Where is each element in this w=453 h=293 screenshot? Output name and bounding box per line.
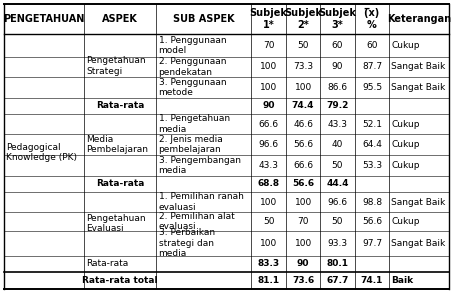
Text: 74.1: 74.1 [361, 276, 383, 285]
Text: 98.8: 98.8 [362, 197, 382, 207]
Text: Pedagogical
Knowledge (PK): Pedagogical Knowledge (PK) [6, 143, 77, 163]
Text: 60: 60 [366, 41, 378, 50]
Text: PENGETAHUAN: PENGETAHUAN [3, 14, 85, 24]
Text: 100: 100 [294, 83, 312, 92]
Text: 40: 40 [332, 140, 343, 149]
Text: 52.1: 52.1 [362, 120, 382, 129]
Text: 50: 50 [332, 161, 343, 170]
Text: 100: 100 [260, 83, 277, 92]
Text: 2. Pemilihan alat
evaluasi: 2. Pemilihan alat evaluasi [159, 212, 234, 231]
Text: 53.3: 53.3 [362, 161, 382, 170]
Text: Subjek
1*: Subjek 1* [250, 8, 288, 30]
Text: 56.6: 56.6 [362, 217, 382, 226]
Text: 66.6: 66.6 [259, 120, 279, 129]
Text: 43.3: 43.3 [259, 161, 279, 170]
Text: 43.3: 43.3 [328, 120, 347, 129]
Text: 80.1: 80.1 [327, 259, 348, 268]
Text: 1. Pemilihan ranah
evaluasi: 1. Pemilihan ranah evaluasi [159, 192, 243, 212]
Text: (̅x)
%: (̅x) % [364, 8, 380, 30]
Text: 73.6: 73.6 [292, 276, 314, 285]
Text: 44.4: 44.4 [326, 179, 349, 188]
Text: 56.6: 56.6 [292, 179, 314, 188]
Text: Rata-rata: Rata-rata [96, 101, 144, 110]
Text: 100: 100 [260, 62, 277, 71]
Text: Sangat Baik: Sangat Baik [391, 197, 446, 207]
Text: Cukup: Cukup [391, 120, 420, 129]
Text: 90: 90 [262, 101, 275, 110]
Text: 81.1: 81.1 [258, 276, 280, 285]
Text: Rata-rata: Rata-rata [96, 179, 144, 188]
Text: 68.8: 68.8 [258, 179, 280, 188]
Text: 3. Pengembangan
media: 3. Pengembangan media [159, 156, 241, 175]
Text: Keterangan: Keterangan [387, 14, 451, 24]
Text: 96.6: 96.6 [328, 197, 347, 207]
Text: Subjek
3*: Subjek 3* [318, 8, 357, 30]
Text: 3. Penggunaan
metode: 3. Penggunaan metode [159, 78, 226, 97]
Text: 50: 50 [263, 217, 275, 226]
Text: Pengetahuan
Evaluasi: Pengetahuan Evaluasi [86, 214, 146, 234]
Text: 90: 90 [297, 259, 309, 268]
Text: 56.6: 56.6 [293, 140, 313, 149]
Text: Baik: Baik [391, 276, 414, 285]
Text: Media
Pembelajaran: Media Pembelajaran [86, 135, 148, 154]
Text: 1. Penggunaan
model: 1. Penggunaan model [159, 35, 226, 55]
Text: 46.6: 46.6 [293, 120, 313, 129]
Text: Sangat Baik: Sangat Baik [391, 239, 446, 248]
Text: 79.2: 79.2 [326, 101, 349, 110]
Text: 64.4: 64.4 [362, 140, 382, 149]
Text: 100: 100 [294, 239, 312, 248]
Text: 95.5: 95.5 [362, 83, 382, 92]
Text: Cukup: Cukup [391, 140, 420, 149]
Text: Sangat Baik: Sangat Baik [391, 83, 446, 92]
Text: ASPEK: ASPEK [102, 14, 138, 24]
Text: 67.7: 67.7 [326, 276, 349, 285]
Text: 100: 100 [260, 197, 277, 207]
Text: 1. Pengetahuan
media: 1. Pengetahuan media [159, 115, 230, 134]
Text: 100: 100 [260, 239, 277, 248]
Text: 87.7: 87.7 [362, 62, 382, 71]
Text: 60: 60 [332, 41, 343, 50]
Text: Cukup: Cukup [391, 161, 420, 170]
Text: SUB ASPEK: SUB ASPEK [173, 14, 235, 24]
Text: Rata-rata: Rata-rata [86, 259, 128, 268]
Text: 73.3: 73.3 [293, 62, 313, 71]
Text: 86.6: 86.6 [328, 83, 347, 92]
Text: 50: 50 [297, 41, 309, 50]
Text: Pengetahuan
Strategi: Pengetahuan Strategi [86, 56, 146, 76]
Text: 70: 70 [297, 217, 309, 226]
Text: Rata-rata total: Rata-rata total [82, 276, 158, 285]
Text: 2. Jenis media
pembelajaran: 2. Jenis media pembelajaran [159, 135, 222, 154]
Text: Cukup: Cukup [391, 217, 420, 226]
Text: 83.3: 83.3 [258, 259, 280, 268]
Text: Sangat Baik: Sangat Baik [391, 62, 446, 71]
Text: 93.3: 93.3 [328, 239, 347, 248]
Text: 3. Perbaikan
strategi dan
media: 3. Perbaikan strategi dan media [159, 228, 215, 258]
Text: Subjek
2*: Subjek 2* [284, 8, 322, 30]
Text: 50: 50 [332, 217, 343, 226]
Text: 100: 100 [294, 197, 312, 207]
Text: 70: 70 [263, 41, 275, 50]
Text: 66.6: 66.6 [293, 161, 313, 170]
Text: 2. Penggunaan
pendekatan: 2. Penggunaan pendekatan [159, 57, 226, 77]
Text: 97.7: 97.7 [362, 239, 382, 248]
Text: 90: 90 [332, 62, 343, 71]
Text: 74.4: 74.4 [292, 101, 314, 110]
Text: 96.6: 96.6 [259, 140, 279, 149]
Text: Cukup: Cukup [391, 41, 420, 50]
